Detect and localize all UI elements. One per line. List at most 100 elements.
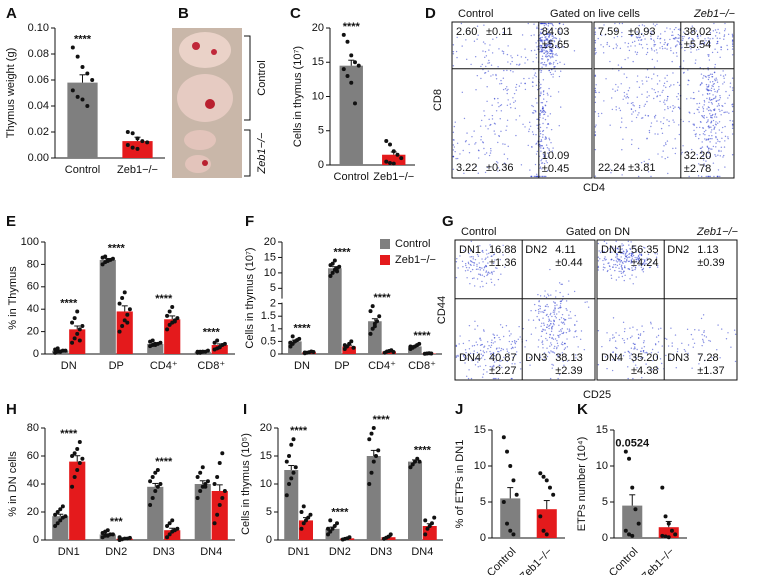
cell-event xyxy=(709,141,711,143)
cell-event xyxy=(476,265,478,267)
cell-event xyxy=(636,31,638,33)
cell-event xyxy=(731,120,734,122)
cell-event xyxy=(681,151,683,154)
cell-event xyxy=(702,127,705,129)
cell-event xyxy=(566,309,568,311)
cell-event xyxy=(608,262,610,264)
cell-event xyxy=(698,163,700,165)
cell-event xyxy=(542,79,545,81)
axis-break xyxy=(278,298,286,303)
plot-title: Zeb1−/− xyxy=(693,8,736,20)
thymus-lobe xyxy=(185,155,211,173)
cell-event xyxy=(550,73,552,76)
gate-name: DN4 xyxy=(601,352,623,364)
cell-event xyxy=(479,286,481,288)
cell-event xyxy=(650,30,652,33)
cell-event xyxy=(476,357,479,360)
data-point xyxy=(345,73,350,78)
cell-event xyxy=(476,351,479,354)
cell-event xyxy=(494,377,496,380)
cell-event xyxy=(638,43,641,45)
cell-event xyxy=(717,122,719,124)
y-tick-label: 15 xyxy=(260,450,272,462)
cell-event xyxy=(632,342,635,345)
y-tick-label: 100 xyxy=(21,236,39,248)
cell-event xyxy=(616,35,619,38)
cell-event xyxy=(515,353,517,356)
panel-letter: B xyxy=(178,5,189,22)
cell-event xyxy=(635,116,638,119)
cell-event xyxy=(731,89,734,92)
cell-event xyxy=(560,321,563,323)
data-point xyxy=(103,254,108,259)
cell-event xyxy=(548,149,551,151)
cell-event xyxy=(513,101,515,104)
cell-event xyxy=(716,37,719,39)
cell-event xyxy=(664,47,666,50)
cell-event xyxy=(718,108,720,111)
cell-event xyxy=(532,319,535,321)
cell-event xyxy=(640,43,643,46)
data-point xyxy=(308,512,313,517)
y-tick-label: 5 xyxy=(270,282,276,294)
cell-event xyxy=(490,278,492,281)
cell-event xyxy=(546,347,548,349)
y-axis-label: % in DN cells xyxy=(7,451,19,517)
cell-event xyxy=(549,63,551,66)
cell-event xyxy=(634,110,637,112)
cell-event xyxy=(715,95,717,98)
cell-event xyxy=(524,56,527,59)
cell-event xyxy=(643,346,646,348)
cell-event xyxy=(619,109,622,112)
cell-event xyxy=(628,253,630,256)
cell-event xyxy=(499,338,501,341)
cell-event xyxy=(476,344,479,346)
data-point xyxy=(55,510,60,514)
data-point xyxy=(198,470,203,475)
cell-event xyxy=(716,40,719,43)
cell-event xyxy=(482,261,484,263)
data-point xyxy=(367,437,372,442)
cell-event xyxy=(468,324,471,327)
cell-event xyxy=(613,336,615,339)
cell-event xyxy=(535,111,537,113)
cell-event xyxy=(694,133,696,136)
data-point xyxy=(551,492,556,497)
cell-event xyxy=(475,142,477,144)
cell-event xyxy=(550,32,553,34)
cell-event xyxy=(604,267,606,269)
cell-event xyxy=(563,63,566,66)
cell-event xyxy=(488,165,491,168)
cell-event xyxy=(628,244,630,246)
cell-event xyxy=(551,337,553,339)
cell-event xyxy=(635,36,638,38)
cell-event xyxy=(540,39,543,41)
data-point xyxy=(301,504,306,509)
cell-event xyxy=(558,318,561,321)
cell-event xyxy=(696,103,698,105)
cell-event xyxy=(493,365,495,368)
cell-event xyxy=(546,51,548,53)
cell-event xyxy=(701,115,704,118)
cell-event xyxy=(708,138,710,140)
cell-event xyxy=(501,50,504,52)
cell-event xyxy=(560,329,562,331)
cell-event xyxy=(553,324,555,326)
cell-event xyxy=(557,307,560,309)
cell-event xyxy=(651,88,653,90)
cell-event xyxy=(631,335,633,337)
cell-event xyxy=(686,328,689,331)
cell-event xyxy=(509,69,512,72)
cell-event xyxy=(634,364,637,366)
cell-event xyxy=(657,334,660,337)
cell-event xyxy=(664,41,666,44)
data-point xyxy=(427,524,432,528)
cell-event xyxy=(712,37,714,40)
cell-event xyxy=(546,43,548,45)
cell-event xyxy=(492,333,494,335)
cell-event xyxy=(724,74,727,76)
cell-event xyxy=(539,87,541,90)
cell-event xyxy=(479,365,481,367)
data-point xyxy=(58,349,63,354)
data-point xyxy=(212,521,217,526)
